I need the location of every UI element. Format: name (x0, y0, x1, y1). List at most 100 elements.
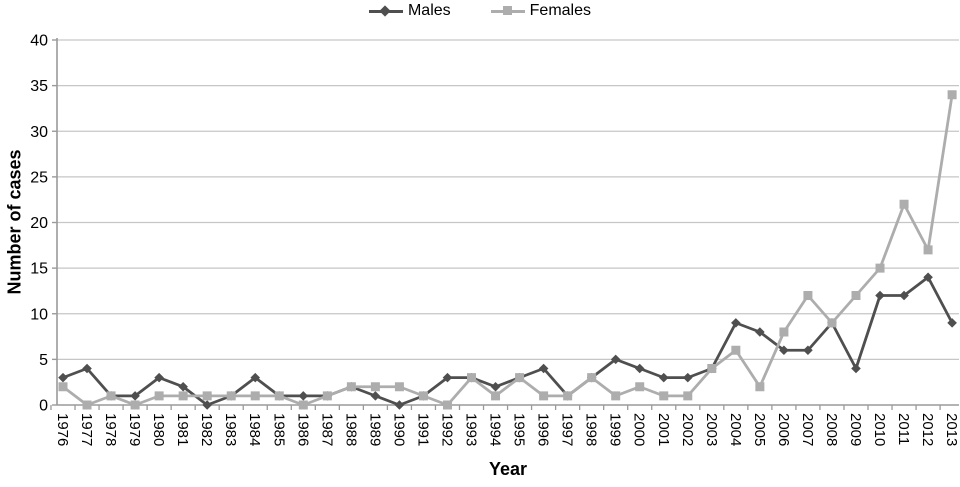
x-tick-label: 1993 (463, 413, 480, 446)
chart-legend: Males Females (0, 2, 960, 20)
data-point-females (587, 373, 597, 383)
data-point-females (875, 263, 885, 273)
data-point-females (563, 391, 573, 401)
data-point-females (515, 373, 525, 383)
x-tick-label: 1991 (414, 413, 431, 446)
legend-item-females: Females (490, 2, 592, 20)
data-point-males (610, 354, 621, 365)
data-point-females (923, 245, 933, 255)
data-point-males (779, 345, 789, 356)
data-point-males (634, 363, 645, 374)
data-point-males (947, 318, 957, 328)
females-square-marker-icon (490, 4, 525, 18)
data-point-females (803, 291, 813, 300)
legend-label-males: Males (407, 2, 451, 19)
data-point-females (370, 382, 380, 392)
x-tick-label: 2008 (823, 413, 840, 446)
y-tick-label: 10 (30, 306, 48, 323)
data-point-females (106, 391, 116, 401)
data-point-females (442, 400, 452, 410)
legend-label-females: Females (529, 2, 592, 19)
data-point-males (58, 372, 68, 383)
x-tick-label: 2009 (847, 413, 864, 446)
x-tick-label: 2005 (751, 413, 768, 446)
y-tick-label: 15 (30, 261, 48, 278)
data-point-females (635, 382, 645, 392)
data-point-females (779, 327, 789, 337)
x-tick-label: 1985 (270, 413, 287, 446)
x-axis-title: Year (488, 459, 528, 479)
x-tick-label: 1990 (390, 413, 407, 446)
data-point-males (538, 363, 549, 374)
x-tick-label: 1976 (54, 413, 71, 446)
data-point-males (130, 391, 140, 401)
data-point-males (178, 381, 188, 392)
x-tick-label: 2006 (775, 413, 792, 446)
y-tick-label: 5 (39, 352, 48, 369)
x-tick-label: 2011 (895, 413, 912, 445)
x-tick-label: 1979 (126, 413, 143, 446)
x-tick-label: 2013 (943, 413, 960, 446)
data-point-females (274, 391, 284, 401)
data-point-males (442, 372, 453, 383)
x-tick-label: 2004 (727, 413, 744, 446)
data-point-females (202, 391, 212, 401)
data-point-females (683, 391, 693, 401)
data-point-females (731, 345, 741, 355)
data-point-males (658, 372, 669, 383)
x-tick-label: 1988 (342, 413, 359, 446)
x-tick-label: 1994 (487, 413, 504, 446)
data-point-females (491, 391, 501, 401)
x-tick-label: 1978 (102, 413, 119, 446)
data-point-males (875, 290, 885, 301)
x-tick-label: 2001 (655, 413, 672, 446)
data-point-females (394, 382, 404, 392)
data-point-females (346, 382, 356, 392)
data-point-females (418, 391, 428, 401)
x-tick-label: 1998 (583, 413, 600, 446)
data-point-females (611, 391, 621, 401)
data-point-males (755, 327, 765, 337)
x-tick-label: 2000 (631, 413, 648, 446)
x-tick-label: 1995 (511, 413, 528, 446)
y-axis-title: Number of cases (4, 149, 25, 295)
y-tick-label: 25 (30, 169, 48, 186)
legend-item-males: Males (368, 2, 451, 20)
data-point-females (707, 364, 717, 373)
data-point-males (803, 345, 813, 356)
data-point-males (202, 400, 212, 410)
data-point-females (467, 373, 477, 383)
data-point-males (298, 391, 309, 401)
data-point-females (851, 291, 861, 300)
data-point-males (682, 372, 693, 383)
data-point-females (755, 382, 765, 392)
x-tick-label: 2007 (799, 413, 816, 446)
data-point-males (490, 381, 501, 392)
data-point-females (827, 318, 837, 328)
x-tick-label: 1986 (294, 413, 311, 446)
data-point-females (539, 391, 549, 401)
data-point-males (899, 290, 909, 301)
data-point-males (82, 363, 92, 374)
series-line-females (62, 94, 954, 407)
y-tick-label: 20 (30, 215, 48, 232)
data-point-males (731, 318, 741, 328)
males-diamond-marker-icon (368, 4, 403, 18)
data-point-females (298, 400, 308, 410)
data-point-females (947, 90, 957, 100)
x-tick-label: 2003 (703, 413, 720, 446)
x-tick-label: 1982 (198, 413, 215, 446)
x-tick-label: 1984 (246, 413, 263, 446)
data-point-males (923, 272, 933, 283)
data-point-females (659, 391, 669, 401)
data-point-females (58, 382, 68, 392)
data-point-males (250, 372, 261, 383)
y-tick-label: 0 (39, 398, 48, 415)
y-tick-label: 35 (30, 78, 48, 95)
x-tick-label: 1980 (150, 413, 167, 446)
x-tick-label: 1983 (222, 413, 239, 446)
data-point-females (226, 391, 236, 401)
x-tick-label: 1981 (174, 413, 191, 446)
